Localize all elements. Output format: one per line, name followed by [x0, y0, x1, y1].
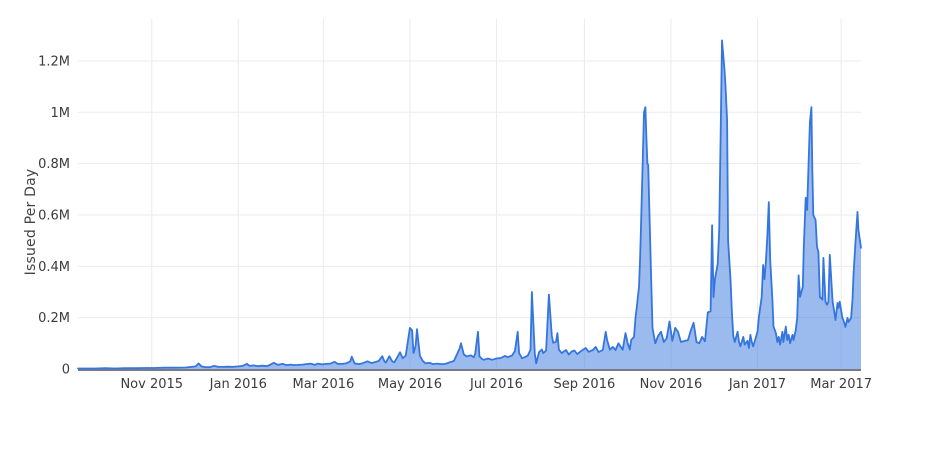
y-axis-title: Issued Per Day [23, 168, 39, 276]
y-tick-label: 0.2M [38, 311, 70, 326]
x-tick-label: Nov 2015 [120, 377, 183, 392]
series-line [77, 39, 862, 370]
x-tick-label: Jan 2017 [728, 377, 786, 392]
x-tick-label: Nov 2016 [640, 377, 703, 392]
y-tick-label: 0.4M [38, 260, 70, 275]
y-tick-label: 0.8M [38, 157, 70, 172]
y-tick-label: 0 [62, 363, 70, 378]
y-tick-label: 1M [51, 106, 71, 121]
x-tick-label: Sep 2016 [554, 377, 616, 392]
x-tick-label: May 2016 [378, 377, 442, 392]
x-tick-label: Mar 2016 [293, 377, 355, 392]
x-tick-label: Jan 2016 [209, 377, 267, 392]
x-tick-label: Mar 2017 [810, 377, 872, 392]
y-tick-label: 1.2M [38, 54, 70, 69]
x-tick-label: Jul 2016 [469, 377, 523, 392]
area-fill [78, 40, 861, 370]
y-tick-label: 0.6M [38, 208, 70, 223]
